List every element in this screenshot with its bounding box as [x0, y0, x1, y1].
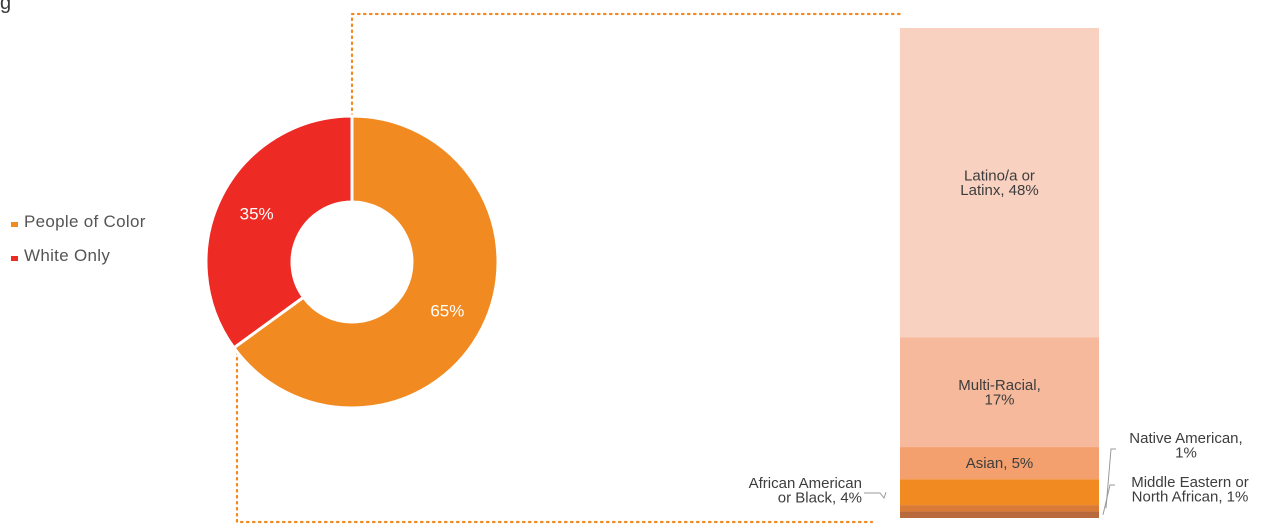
legend-label-people-of-color: People of Color [24, 212, 146, 231]
leader-line-african-american [864, 492, 887, 500]
donut-slice-white-only [204, 114, 354, 350]
donut-slice-people-of-color [231, 114, 500, 410]
stack-segment-african-american-or-black [900, 479, 1099, 506]
stack-label-latino-a-or-latinx: Latino/a or Latinx, 48% [960, 168, 1038, 199]
leader-line-middle-eastern [1102, 484, 1115, 515]
connector-top [350, 12, 902, 118]
stacked-bar-chart [900, 28, 1099, 518]
stack-segment-multi-racial [900, 337, 1099, 448]
donut-label-people-of-color: 65% [430, 302, 464, 321]
stack-label-african-american-or-black: African American or Black, 4% [749, 475, 862, 506]
stack-segment-native-american [900, 505, 1099, 512]
stacked-bar-labels: Latino/a or Latinx, 48% Multi-Racial, 17% As… [749, 168, 1249, 515]
stack-segment-middle-eastern-or-north-african [900, 511, 1099, 518]
legend-swatch-white-only [11, 256, 18, 261]
connector-lines [235, 12, 902, 524]
legend-label-white-only: White Only [24, 246, 110, 265]
partial-title: g [0, 0, 12, 14]
stack-segment-asian [900, 447, 1099, 480]
connector-bottom [235, 350, 874, 524]
donut-legend: People of Color White Only [11, 212, 146, 265]
stack-segment-latino-a-or-latinx [900, 28, 1099, 338]
stack-label-asian: Asian, 5% [966, 455, 1034, 472]
stack-label-middle-eastern-or-north-african: Middle Eastern or North African, 1% [1131, 474, 1249, 505]
donut-chart: 65% 35% [204, 114, 500, 410]
leader-line-native-american [1105, 448, 1116, 509]
donut-label-white-only: 35% [240, 204, 274, 223]
stack-label-multi-racial: Multi-Racial, 17% [958, 377, 1041, 408]
stack-label-native-american: Native American, 1% [1129, 430, 1242, 461]
legend-swatch-people-of-color [11, 222, 18, 227]
